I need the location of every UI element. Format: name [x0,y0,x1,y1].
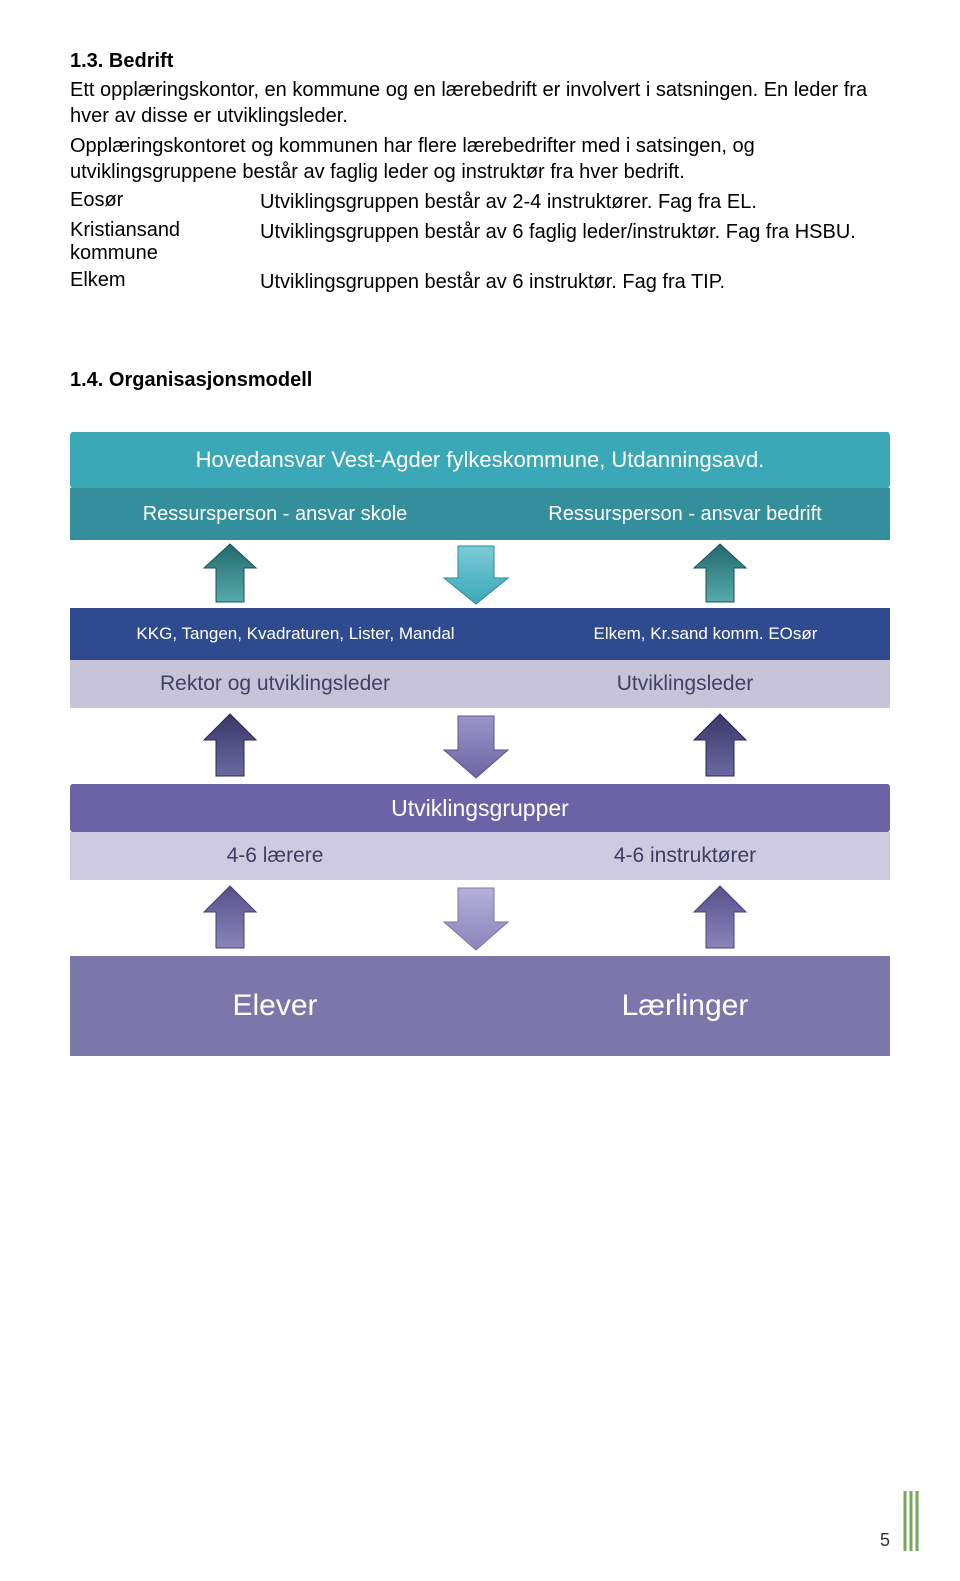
tier4-left: Elever [70,956,480,1056]
def-val: Utviklingsgruppen består av 6 instruktør… [260,269,890,299]
section-heading: 1.4. Organisasjonsmodell [70,369,890,392]
tier2-head-right: Elkem, Kr.sand komm. EOsør [521,608,890,660]
down-arrow-icon [440,542,512,606]
section-para: Ett opplæringskontor, en kommune og en l… [70,77,890,129]
tier2-sub: Rektor og utviklingsleder Utviklingslede… [70,660,890,708]
tier-4: Elever Lærlinger [70,956,890,1056]
tier3-header: Utviklingsgrupper [70,784,890,832]
up-arrow-icon [690,542,750,606]
arrow-row-2 [70,708,890,784]
up-arrow-icon [200,884,260,952]
up-arrow-icon [690,884,750,952]
section-heading: 1.3. Bedrift [70,50,890,73]
def-val: Utviklingsgruppen består av 6 faglig led… [260,219,890,269]
down-arrow-icon [440,712,512,780]
tier-1: Hovedansvar Vest-Agder fylkeskommune, Ut… [70,432,890,540]
tier2-head-left: KKG, Tangen, Kvadraturen, Lister, Mandal [70,608,521,660]
tier1-sub: Ressursperson - ansvar skole Ressurspers… [70,488,890,540]
down-arrow-icon [440,884,512,952]
up-arrow-icon [200,542,260,606]
tier2-header: KKG, Tangen, Kvadraturen, Lister, Mandal… [70,608,890,660]
table-row: Kristiansand kommune Utviklingsgruppen b… [70,219,890,269]
def-key: Kristiansand kommune [70,219,260,269]
section-bedrift: 1.3. Bedrift Ett opplæringskontor, en ko… [70,50,890,299]
section-para: Opplæringskontoret og kommunen har flere… [70,133,890,185]
page-number: 5 [880,1530,890,1551]
table-row: Elkem Utviklingsgruppen består av 6 inst… [70,269,890,299]
tier2-sub-right: Utviklingsleder [480,660,890,708]
tier-2: KKG, Tangen, Kvadraturen, Lister, Mandal… [70,608,890,708]
tier1-sub-left: Ressursperson - ansvar skole [70,488,480,540]
org-chart: Hovedansvar Vest-Agder fylkeskommune, Ut… [70,432,890,1056]
up-arrow-icon [200,712,260,780]
tier4-right: Lærlinger [480,956,890,1056]
tier1-header: Hovedansvar Vest-Agder fylkeskommune, Ut… [70,432,890,488]
tier3-sub: 4-6 lærere 4-6 instruktører [70,832,890,880]
tier3-sub-right: 4-6 instruktører [480,832,890,880]
tier3-sub-left: 4-6 lærere [70,832,480,880]
def-key: Elkem [70,269,260,299]
tier-3: Utviklingsgrupper 4-6 lærere 4-6 instruk… [70,784,890,880]
tier2-sub-left: Rektor og utviklingsleder [70,660,480,708]
definition-table: Eosør Utviklingsgruppen består av 2-4 in… [70,189,890,299]
table-row: Eosør Utviklingsgruppen består av 2-4 in… [70,189,890,219]
def-key: Eosør [70,189,260,219]
arrow-row-3 [70,880,890,956]
page-decoration-icon [902,1491,920,1551]
arrow-row-1 [70,540,890,608]
def-val: Utviklingsgruppen består av 2-4 instrukt… [260,189,890,219]
tier1-sub-right: Ressursperson - ansvar bedrift [480,488,890,540]
up-arrow-icon [690,712,750,780]
